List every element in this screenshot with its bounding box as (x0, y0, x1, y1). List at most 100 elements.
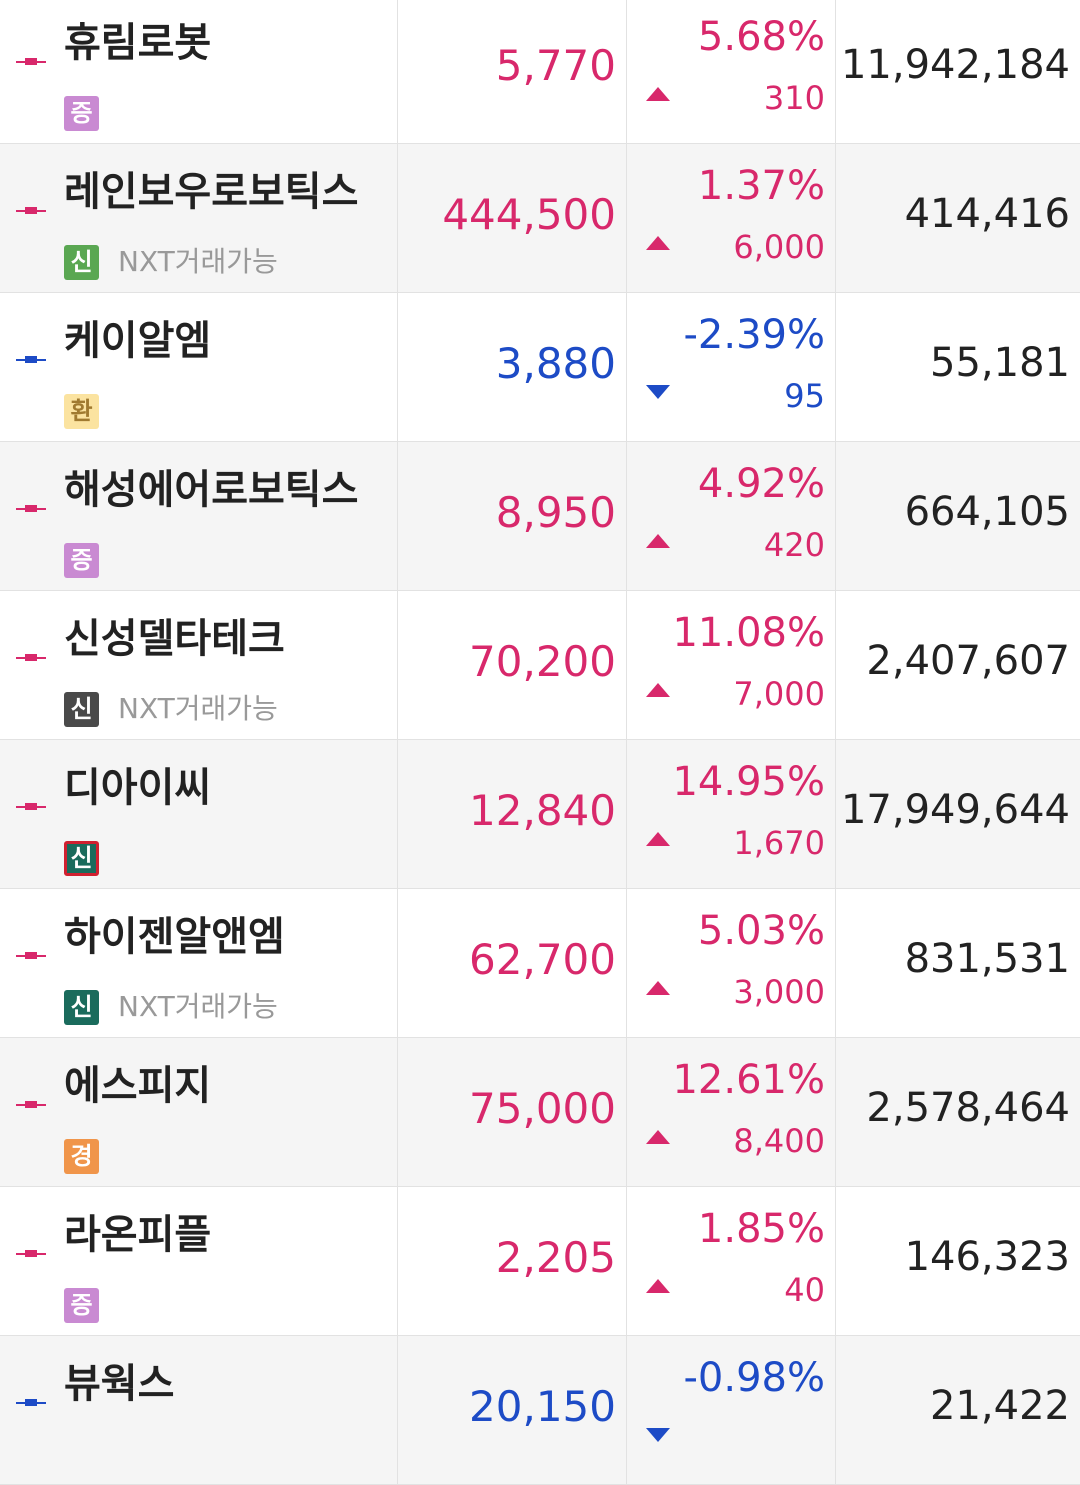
column-divider (397, 591, 398, 740)
stock-row[interactable]: 뷰웍스 20,150 -0.98% 21,422 (0, 1336, 1080, 1485)
stock-name: 케이알엠 (64, 318, 212, 364)
stock-name: 뷰웍스 (64, 1361, 175, 1407)
volume: 414,416 (904, 191, 1070, 237)
candle-svg (16, 952, 46, 959)
volume: 21,422 (930, 1383, 1070, 1429)
column-divider (835, 442, 836, 591)
candle-icon (14, 47, 48, 80)
stock-name: 디아이씨 (64, 765, 212, 811)
column-divider (626, 889, 627, 1038)
column-divider (626, 0, 627, 144)
column-divider (835, 0, 836, 144)
column-divider (626, 1187, 627, 1336)
column-divider (397, 1187, 398, 1336)
column-divider (397, 740, 398, 889)
current-price: 20,150 (469, 1382, 616, 1431)
change-amount: 310 (763, 79, 825, 117)
column-divider (835, 1038, 836, 1187)
stock-row[interactable]: 해성에어로보틱스 증 8,950 4.92% 420 664,105 (0, 442, 1080, 591)
stock-row[interactable]: 디아이씨 신 12,840 14.95% 1,670 17,949,644 (0, 740, 1080, 889)
column-divider (835, 591, 836, 740)
change-percent: 12.61% (672, 1057, 825, 1103)
current-price: 70,200 (469, 637, 616, 686)
candle-svg (16, 803, 46, 810)
direction-arrow (646, 236, 670, 250)
direction-arrow (646, 1428, 670, 1442)
current-price: 75,000 (469, 1084, 616, 1133)
column-divider (626, 1336, 627, 1485)
change-amount: 1,670 (733, 824, 825, 862)
candle-icon (14, 941, 48, 974)
change-amount: 420 (763, 526, 825, 564)
column-divider (835, 1187, 836, 1336)
change-amount: 8,400 (733, 1122, 825, 1160)
column-divider (626, 740, 627, 889)
nxt-label: NXT거래가능 (118, 692, 278, 725)
stock-row[interactable]: 신성델타테크 신 NXT거래가능 70,200 11.08% 7,000 2,407,607 (0, 591, 1080, 740)
nxt-label: NXT거래가능 (118, 245, 278, 278)
current-price: 5,770 (495, 41, 616, 90)
candle-icon (14, 792, 48, 825)
current-price: 62,700 (469, 935, 616, 984)
direction-arrow (646, 1130, 670, 1144)
change-percent: 5.03% (697, 908, 825, 954)
change-percent: -2.39% (683, 312, 825, 358)
volume: 831,531 (904, 936, 1070, 982)
change-percent: 1.37% (697, 163, 825, 209)
column-divider (397, 1038, 398, 1187)
current-price: 2,205 (495, 1233, 616, 1282)
candle-icon (14, 1239, 48, 1272)
candle-svg (16, 207, 46, 214)
column-divider (397, 442, 398, 591)
current-price: 12,840 (469, 786, 616, 835)
column-divider (397, 0, 398, 144)
stock-row[interactable]: 에스피지 경 75,000 12.61% 8,400 2,578,464 (0, 1038, 1080, 1187)
candle-svg (16, 505, 46, 512)
column-divider (626, 591, 627, 740)
stock-name: 에스피지 (64, 1063, 212, 1109)
column-divider (835, 144, 836, 293)
market-badge: 신 (64, 692, 99, 727)
change-percent: 5.68% (697, 14, 825, 60)
stock-row[interactable]: 케이알엠 환 3,880 -2.39% 95 55,181 (0, 293, 1080, 442)
column-divider (397, 1336, 398, 1485)
stock-name: 해성에어로보틱스 (64, 467, 359, 513)
volume: 664,105 (904, 489, 1070, 535)
column-divider (626, 293, 627, 442)
market-badge: 증 (64, 543, 99, 578)
candle-icon (14, 196, 48, 229)
direction-arrow (646, 87, 670, 101)
stock-name: 휴림로봇 (64, 20, 212, 66)
stock-name: 하이젠알앤엠 (64, 914, 285, 960)
volume: 2,407,607 (866, 638, 1070, 684)
change-amount: 6,000 (733, 228, 825, 266)
market-badge: 환 (64, 394, 99, 429)
change-amount: 7,000 (733, 675, 825, 713)
direction-arrow (646, 1279, 670, 1293)
stock-name: 신성델타테크 (64, 616, 285, 662)
stock-name: 레인보우로보틱스 (64, 169, 359, 215)
candle-icon (14, 1388, 48, 1421)
volume: 146,323 (904, 1234, 1070, 1280)
change-percent: 1.85% (697, 1206, 825, 1252)
market-badge: 신 (64, 990, 99, 1025)
direction-arrow (646, 832, 670, 846)
change-percent: -0.98% (683, 1355, 825, 1401)
column-divider (835, 1336, 836, 1485)
candle-svg (16, 58, 46, 65)
market-badge: 신 (64, 245, 99, 280)
volume: 11,942,184 (840, 42, 1070, 88)
column-divider (397, 889, 398, 1038)
stock-row[interactable]: 하이젠알앤엠 신 NXT거래가능 62,700 5.03% 3,000 831,531 (0, 889, 1080, 1038)
column-divider (397, 144, 398, 293)
current-price: 444,500 (442, 190, 616, 239)
candle-svg (16, 1399, 46, 1406)
change-percent: 4.92% (697, 461, 825, 507)
market-badge: 증 (64, 96, 99, 131)
stock-row[interactable]: 라온피플 증 2,205 1.85% 40 146,323 (0, 1187, 1080, 1336)
column-divider (397, 293, 398, 442)
candle-icon (14, 345, 48, 378)
